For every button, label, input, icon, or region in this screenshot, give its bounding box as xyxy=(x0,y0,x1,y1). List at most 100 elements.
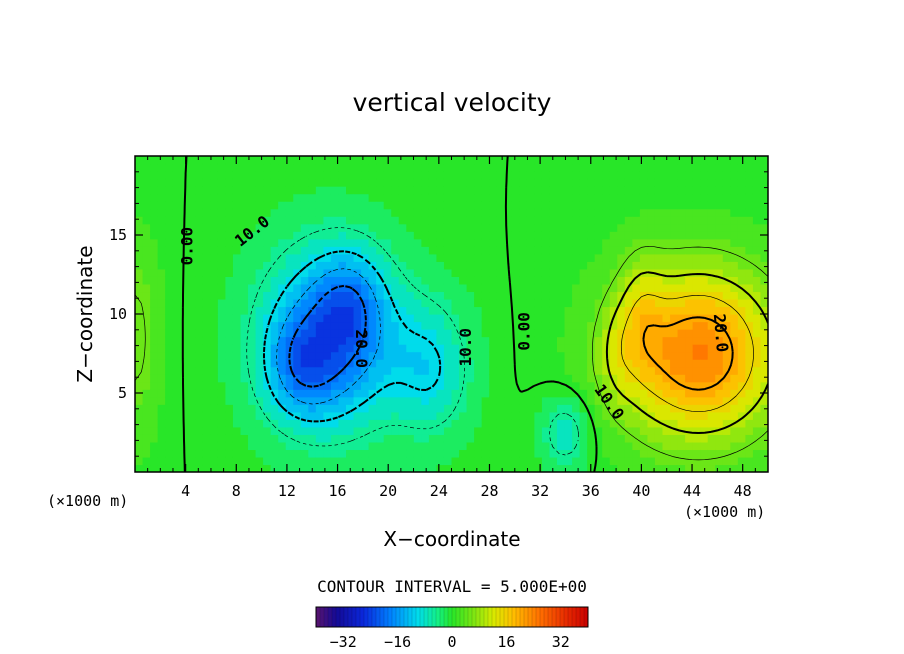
field-cell xyxy=(338,193,347,202)
field-cell xyxy=(315,216,324,225)
field-cell xyxy=(270,314,279,323)
field-cell xyxy=(443,396,453,405)
field-cell xyxy=(549,374,558,383)
field-cell xyxy=(685,321,694,330)
field-cell xyxy=(692,411,701,420)
field-cell xyxy=(549,314,558,323)
field-cell xyxy=(752,314,762,323)
colorbar-swatch xyxy=(523,606,529,628)
field-cell xyxy=(436,449,445,458)
field-cell xyxy=(451,238,460,247)
field-cell xyxy=(172,306,181,315)
field-cell xyxy=(285,441,294,451)
field-cell xyxy=(617,419,626,428)
field-cell xyxy=(436,306,445,315)
field-cell xyxy=(594,396,603,405)
field-cell xyxy=(519,223,528,232)
colorbar-swatch xyxy=(431,606,437,628)
field-cell xyxy=(285,208,294,217)
field-cell xyxy=(436,208,445,217)
field-cell xyxy=(278,464,287,472)
field-cell xyxy=(278,276,287,285)
field-cell xyxy=(564,253,573,262)
field-cell xyxy=(647,419,656,428)
field-cell xyxy=(549,419,558,428)
field-cell xyxy=(406,178,415,187)
field-cell xyxy=(263,351,272,360)
field-cell xyxy=(602,186,611,195)
field-cell xyxy=(579,283,588,293)
field-cell xyxy=(564,434,573,443)
field-cell xyxy=(670,193,679,202)
field-cell xyxy=(300,366,309,375)
field-cell xyxy=(406,366,415,375)
field-cell xyxy=(481,201,490,210)
field-cell xyxy=(376,253,385,262)
field-cell xyxy=(677,374,686,383)
field-cell xyxy=(707,434,716,443)
field-cell xyxy=(376,238,385,247)
field-cell xyxy=(654,253,664,262)
field-cell xyxy=(602,456,611,466)
field-cell xyxy=(474,359,483,368)
field-cell xyxy=(285,298,294,308)
field-cell xyxy=(489,268,498,277)
field-cell xyxy=(278,441,287,451)
field-cell xyxy=(368,306,377,315)
field-cell xyxy=(346,314,355,323)
field-cell xyxy=(300,456,309,466)
field-cell xyxy=(165,359,174,368)
field-cell xyxy=(496,314,505,323)
field-cell xyxy=(647,253,656,262)
field-cell xyxy=(323,276,332,285)
field-cell xyxy=(406,163,415,172)
field-cell xyxy=(722,171,731,180)
field-cell xyxy=(353,253,362,262)
field-cell xyxy=(391,449,400,458)
field-cell xyxy=(654,156,664,165)
field-cell xyxy=(534,178,543,187)
field-cell xyxy=(187,381,196,390)
field-cell xyxy=(210,426,219,435)
field-cell xyxy=(421,434,430,443)
field-cell xyxy=(300,193,309,202)
field-cell xyxy=(745,238,754,247)
field-cell xyxy=(677,329,686,338)
field-cell xyxy=(519,238,528,247)
field-cell xyxy=(391,411,400,420)
colorbar-swatch xyxy=(559,606,565,628)
field-cell xyxy=(541,441,551,451)
field-cell xyxy=(157,216,166,225)
field-cell xyxy=(436,344,445,353)
field-cell xyxy=(391,389,400,398)
x-tick-label: 28 xyxy=(480,482,498,500)
field-cell xyxy=(368,208,377,217)
field-cell xyxy=(391,351,400,360)
field-cell xyxy=(248,434,257,443)
field-cell xyxy=(587,298,596,308)
field-cell xyxy=(330,298,340,308)
field-cell xyxy=(172,223,181,232)
field-cell xyxy=(323,426,332,435)
field-cell xyxy=(255,186,264,195)
field-cell xyxy=(722,404,731,413)
field-cell xyxy=(270,344,279,353)
field-cell xyxy=(496,359,505,368)
field-cell xyxy=(195,389,204,398)
field-cell xyxy=(172,238,181,247)
field-cell xyxy=(587,329,596,338)
field-cell xyxy=(459,434,468,443)
field-cell xyxy=(391,298,400,308)
field-cell xyxy=(609,276,618,285)
field-cell xyxy=(504,163,513,172)
field-cell xyxy=(368,261,377,270)
field-cell xyxy=(330,366,340,375)
field-cell xyxy=(632,163,641,172)
field-cell xyxy=(670,314,679,323)
field-cell xyxy=(670,359,679,368)
field-cell xyxy=(579,201,588,210)
field-cell xyxy=(564,283,573,293)
field-cell xyxy=(142,434,151,443)
field-cell xyxy=(172,456,181,466)
field-cell xyxy=(670,419,679,428)
